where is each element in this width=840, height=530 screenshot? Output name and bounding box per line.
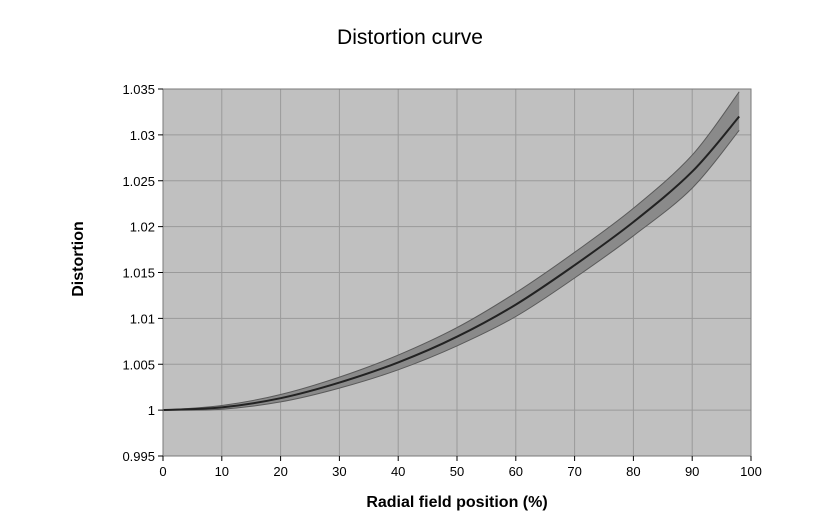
- x-tick-label: 50: [450, 464, 464, 479]
- x-tick-label: 20: [273, 464, 287, 479]
- chart-title: Distortion curve: [337, 26, 483, 49]
- y-tick-label: 0.995: [122, 449, 155, 464]
- y-tick-label: 1.015: [122, 266, 155, 281]
- y-tick-label: 1.01: [130, 311, 155, 326]
- x-tick-label: 80: [626, 464, 640, 479]
- x-axis-label: Radial field position (%): [366, 494, 548, 511]
- x-tick-label: 70: [567, 464, 581, 479]
- x-tick-label: 30: [332, 464, 346, 479]
- x-tick-label: 10: [215, 464, 229, 479]
- x-tick-label: 90: [685, 464, 699, 479]
- y-tick-label: 1: [148, 403, 155, 418]
- y-axis-ticks: 0.995 1 1.005 1.01 1.015 1.02 1.025 1.03 1.035: [122, 82, 163, 464]
- band-lower-edge: [162, 129, 740, 411]
- series-line-mean: [162, 115, 740, 412]
- y-tick-label: 1.005: [122, 357, 155, 372]
- x-tick-label: 100: [740, 464, 762, 479]
- x-tick-label: 0: [159, 464, 166, 479]
- band-upper-edge: [162, 91, 740, 411]
- x-tick-label: 60: [509, 464, 523, 479]
- y-tick-label: 1.03: [130, 128, 155, 143]
- x-tick-label: 40: [391, 464, 405, 479]
- uncertainty-band: [163, 91, 740, 411]
- y-tick-label: 1.02: [130, 220, 155, 235]
- y-tick-label: 1.025: [122, 174, 155, 189]
- x-axis-ticks: 0 10 20 30 40 50 60 70 80 90 100: [159, 456, 762, 479]
- y-tick-label: 1.035: [122, 82, 155, 97]
